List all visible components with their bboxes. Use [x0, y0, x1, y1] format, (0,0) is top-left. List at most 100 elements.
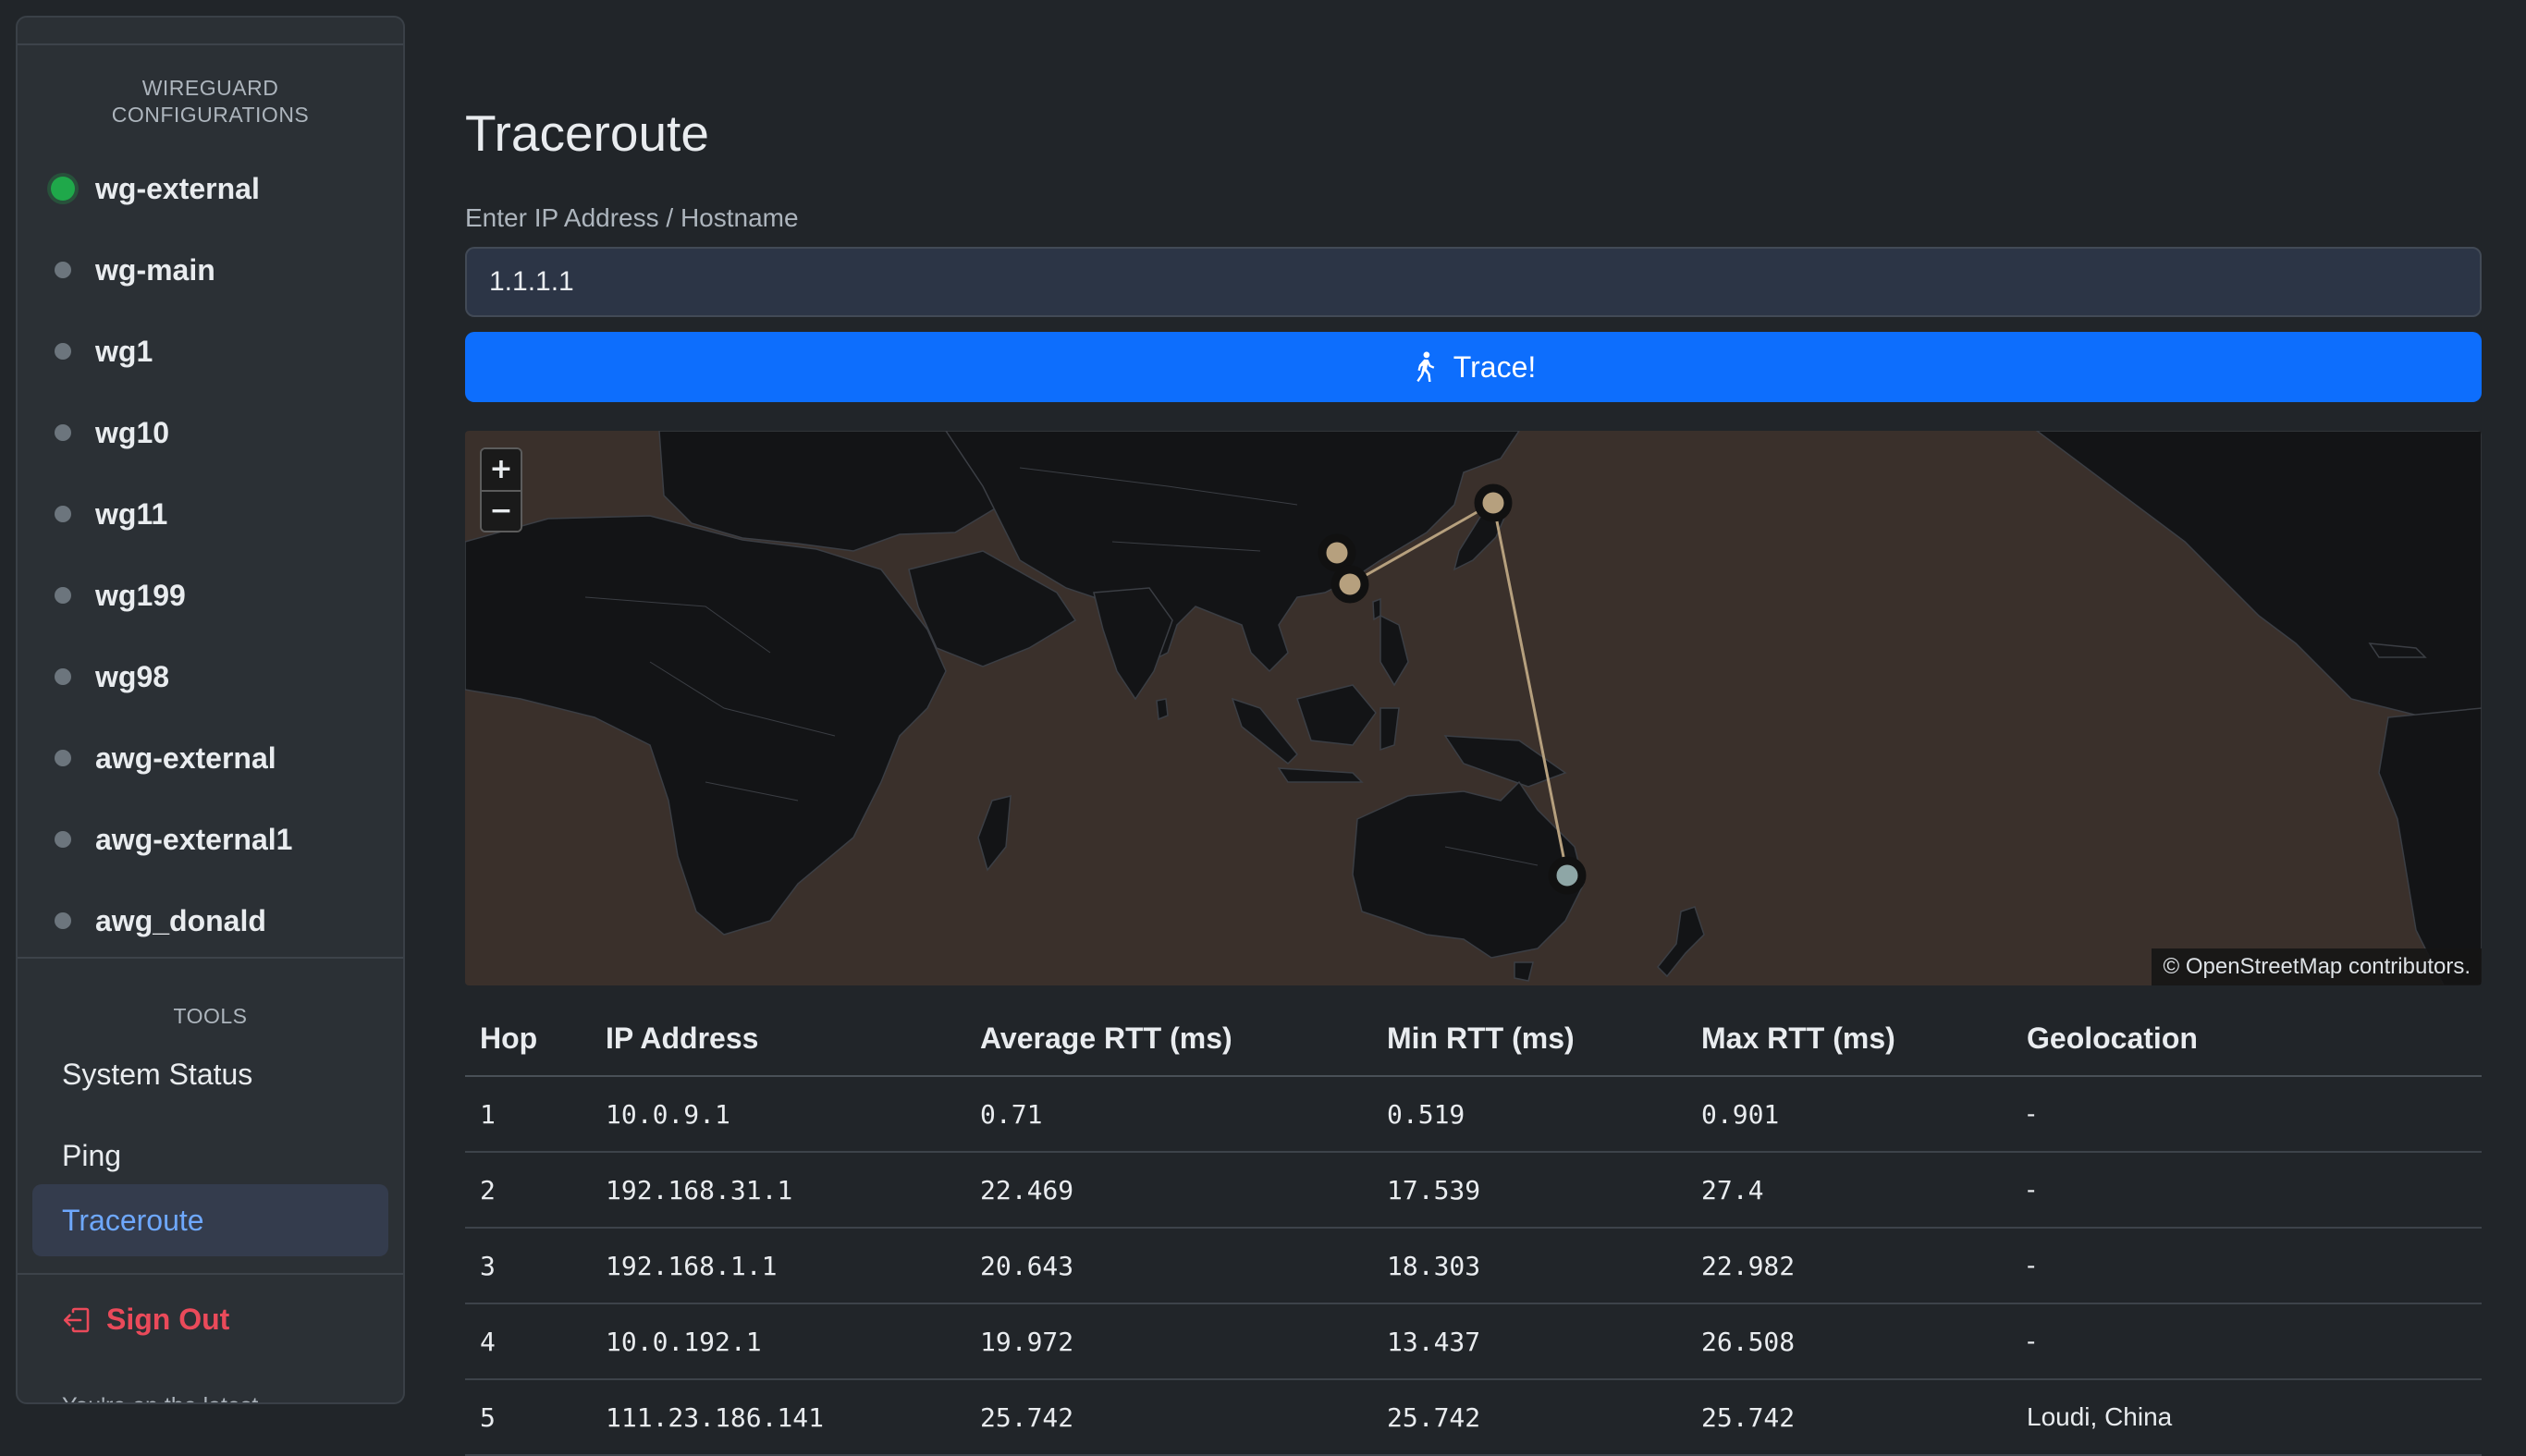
route-segment: [1349, 501, 1494, 586]
sidebar-divider: [18, 957, 403, 959]
tools-heading: TOOLS: [173, 1004, 248, 1028]
cell-avg-rtt: 19.972: [965, 1303, 1372, 1380]
config-item-label: awg-external1: [95, 822, 293, 856]
config-item-label: wg11: [95, 496, 168, 531]
host-input-label: Enter IP Address / Hostname: [465, 203, 799, 232]
config-item-awg-external1[interactable]: awg-external1: [55, 812, 292, 867]
cell-hop: 5: [465, 1379, 591, 1456]
zoom-control: + −: [480, 447, 522, 532]
landmass-south-america: [2378, 707, 2482, 985]
cell-geolocation: -: [2012, 1076, 2482, 1153]
cell-min-rtt: 18.303: [1372, 1228, 1686, 1304]
attribution-link[interactable]: OpenStreetMap: [2185, 954, 2343, 979]
sidebar: WIREGUARD CONFIGURATIONS wg-external wg-…: [16, 16, 405, 1404]
tool-item-traceroute[interactable]: Traceroute: [32, 1184, 388, 1256]
landmass-philippines: [1379, 614, 1409, 687]
landmass-australia: [1352, 780, 1585, 959]
config-item-wg1[interactable]: wg1: [55, 324, 153, 379]
configurations-heading-line2: CONFIGURATIONS: [111, 103, 310, 127]
configurations-heading: WIREGUARD CONFIGURATIONS: [18, 75, 403, 128]
cell-max-rtt: 0.901: [1686, 1076, 2012, 1153]
sidebar-divider: [18, 1273, 403, 1275]
config-item-wg-external[interactable]: wg-external: [51, 161, 260, 216]
trace-button[interactable]: Trace!: [465, 332, 2482, 402]
route-segment: [1491, 502, 1569, 876]
table-row: 5 111.23.186.141 25.742 25.742 25.742 Lo…: [465, 1379, 2482, 1456]
cell-ip: 10.0.192.1: [591, 1303, 965, 1380]
status-inactive-icon: [55, 912, 71, 929]
sign-out-button[interactable]: Sign Out: [62, 1303, 229, 1337]
configurations-heading-line1: WIREGUARD: [141, 76, 279, 100]
cell-ip: 192.168.1.1: [591, 1228, 965, 1304]
cell-geolocation: -: [2012, 1228, 2482, 1304]
cell-avg-rtt: 25.742: [965, 1379, 1372, 1456]
cell-geolocation: -: [2012, 1152, 2482, 1229]
hop-marker: [1318, 533, 1356, 572]
cell-ip: 10.0.9.1: [591, 1076, 965, 1153]
table-row: 3 192.168.1.1 20.643 18.303 22.982 -: [465, 1228, 2482, 1304]
cell-hop: 2: [465, 1152, 591, 1229]
column-header-geolocation: Geolocation: [2012, 1002, 2482, 1077]
attribution-prefix: ©: [2163, 954, 2180, 979]
status-inactive-icon: [55, 343, 71, 360]
destination-marker: [1548, 856, 1587, 895]
config-item-wg199[interactable]: wg199: [55, 568, 186, 623]
tool-item-label: System Status: [62, 1057, 253, 1091]
zoom-in-button[interactable]: +: [482, 449, 521, 490]
landmass-sumatra: [1231, 697, 1299, 765]
cell-avg-rtt: 20.643: [965, 1228, 1372, 1304]
cell-geolocation: -: [2012, 1303, 2482, 1380]
config-item-label: wg10: [95, 415, 170, 449]
map-attribution: © OpenStreetMap contributors.: [2152, 948, 2482, 985]
table-header-row: Hop IP Address Average RTT (ms) Min RTT …: [465, 1002, 2482, 1077]
config-item-label: wg1: [95, 334, 153, 368]
cell-max-rtt: 22.982: [1686, 1228, 2012, 1304]
status-inactive-icon: [55, 831, 71, 848]
status-inactive-icon: [55, 262, 71, 278]
cell-hop: 3: [465, 1228, 591, 1304]
landmass-caribbean: [2368, 642, 2427, 658]
landmass-arabia: [908, 550, 1077, 667]
tool-item-label: Ping: [62, 1138, 122, 1172]
config-item-wg11[interactable]: wg11: [55, 486, 167, 542]
config-item-label: awg_donald: [95, 903, 266, 937]
column-header-ip: IP Address: [591, 1002, 965, 1077]
config-item-label: awg-external: [95, 740, 276, 775]
zoom-out-button[interactable]: −: [482, 490, 521, 531]
table-row: 1 10.0.9.1 0.71 0.519 0.901 -: [465, 1076, 2482, 1153]
cell-max-rtt: 25.742: [1686, 1379, 2012, 1456]
cell-min-rtt: 25.742: [1372, 1379, 1686, 1456]
traceroute-map[interactable]: + − © OpenStreetMap contributors.: [465, 431, 2482, 985]
hop-marker: [1330, 565, 1369, 604]
landmass-madagascar: [977, 795, 1012, 872]
config-item-label: wg98: [95, 659, 170, 693]
attribution-suffix: contributors.: [2348, 954, 2471, 979]
tool-item-ping[interactable]: Ping: [32, 1120, 388, 1192]
box-arrow-left-icon: [63, 1307, 90, 1332]
cell-min-rtt: 13.437: [1372, 1303, 1686, 1380]
config-item-label: wg199: [95, 578, 186, 612]
status-inactive-icon: [55, 587, 71, 604]
page-title: Traceroute: [465, 104, 709, 162]
column-header-hop: Hop: [465, 1002, 591, 1077]
cell-min-rtt: 0.519: [1372, 1076, 1686, 1153]
world-map: [465, 431, 2482, 985]
table-row: 2 192.168.31.1 22.469 17.539 27.4 -: [465, 1152, 2482, 1229]
config-item-wg98[interactable]: wg98: [55, 649, 169, 704]
table-row: 4 10.0.192.1 19.972 13.437 26.508 -: [465, 1303, 2482, 1380]
host-input[interactable]: [465, 247, 2482, 317]
cell-min-rtt: 17.539: [1372, 1152, 1686, 1229]
config-item-awg-external[interactable]: awg-external: [55, 730, 276, 786]
person-walking-icon: [1416, 351, 1435, 383]
version-status-text: You're on the latest: [62, 1393, 258, 1402]
landmass-india: [1093, 587, 1173, 701]
tool-item-system-status[interactable]: System Status: [32, 1038, 388, 1110]
trace-button-label: Trace!: [1453, 349, 1537, 384]
hop-marker: [1474, 483, 1513, 522]
config-item-wg10[interactable]: wg10: [55, 405, 169, 460]
landmass-sulawesi: [1379, 707, 1400, 752]
cell-avg-rtt: 22.469: [965, 1152, 1372, 1229]
config-item-awg-donald[interactable]: awg_donald: [55, 893, 266, 948]
config-item-wg-main[interactable]: wg-main: [55, 242, 215, 298]
column-header-min-rtt: Min RTT (ms): [1372, 1002, 1686, 1077]
